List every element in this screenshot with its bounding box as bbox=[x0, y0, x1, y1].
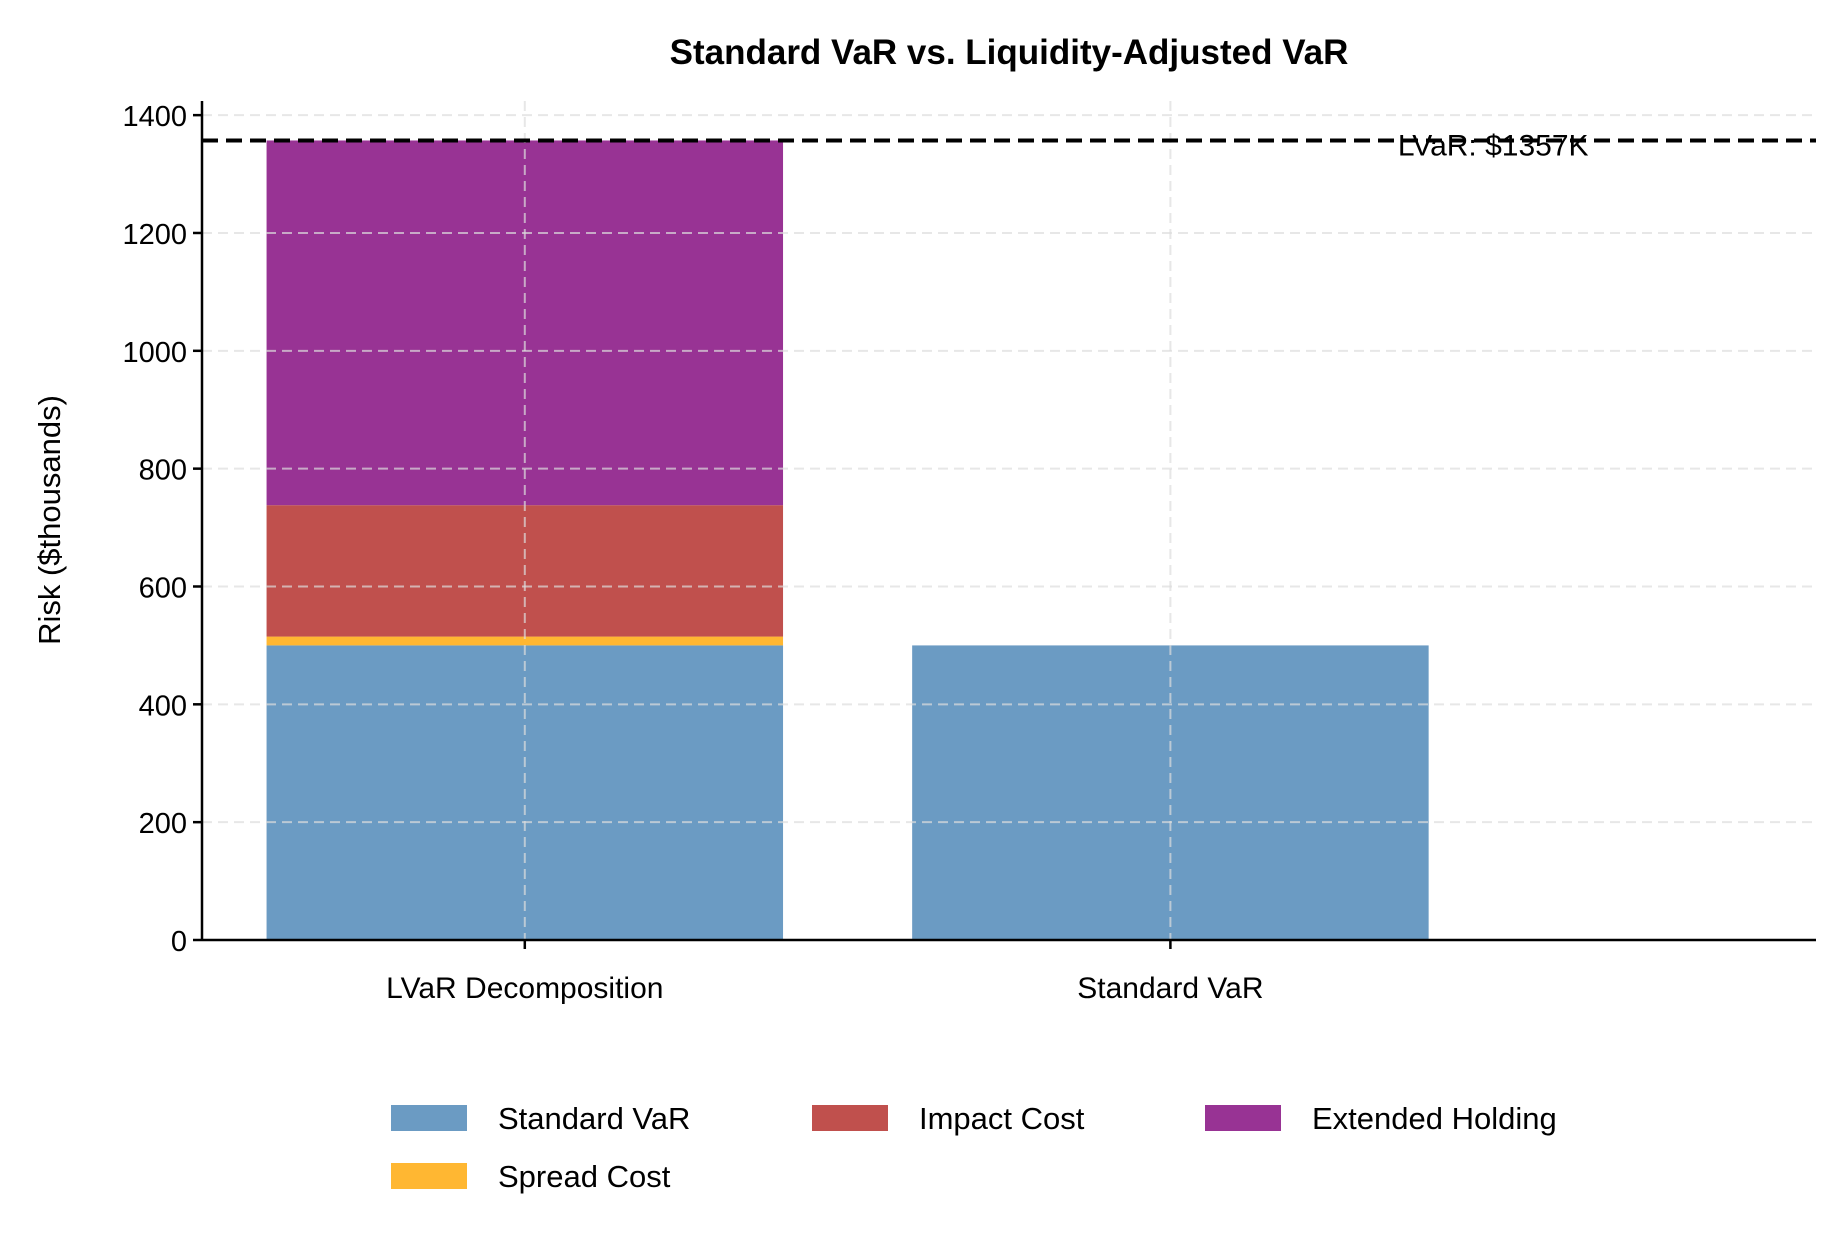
axes: 0 200 400 600 800 1000 1200 1400 LVaR Decomposit… bbox=[122, 101, 1816, 1005]
y-tick-label: 1200 bbox=[122, 219, 187, 251]
legend-swatch bbox=[391, 1163, 467, 1189]
y-tick-label: 1400 bbox=[122, 101, 187, 133]
y-tick-label: 400 bbox=[139, 690, 187, 722]
y-tick-label: 0 bbox=[171, 926, 187, 958]
legend-swatch bbox=[812, 1105, 888, 1131]
legend-swatch bbox=[1205, 1105, 1281, 1131]
legend-label: Extended Holding bbox=[1312, 1101, 1557, 1136]
bar-segment bbox=[266, 636, 784, 646]
reference-line-group: LVaR: $1357K bbox=[202, 129, 1816, 162]
legend-label: Impact Cost bbox=[919, 1101, 1085, 1136]
y-axis-label: Risk ($thousands) bbox=[32, 395, 67, 645]
x-tick-label: Standard VaR bbox=[1077, 972, 1263, 1005]
y-tick-label: 1000 bbox=[122, 337, 187, 369]
legend-label: Standard VaR bbox=[498, 1101, 690, 1136]
lvar-reference-label: LVaR: $1357K bbox=[1398, 129, 1589, 162]
legend-swatch bbox=[391, 1105, 467, 1131]
bar-segment bbox=[266, 140, 784, 506]
chart-title: Standard VaR vs. Liquidity-Adjusted VaR bbox=[670, 33, 1349, 72]
bars bbox=[266, 140, 1429, 940]
y-tick-label: 200 bbox=[139, 808, 187, 840]
y-tick-label: 800 bbox=[139, 455, 187, 487]
y-tick-label: 600 bbox=[139, 572, 187, 604]
x-tick-label: LVaR Decomposition bbox=[386, 972, 663, 1005]
legend-label: Spread Cost bbox=[498, 1159, 671, 1194]
legend: Standard VaR Spread Cost Impact Cost Extend… bbox=[391, 1101, 1557, 1194]
